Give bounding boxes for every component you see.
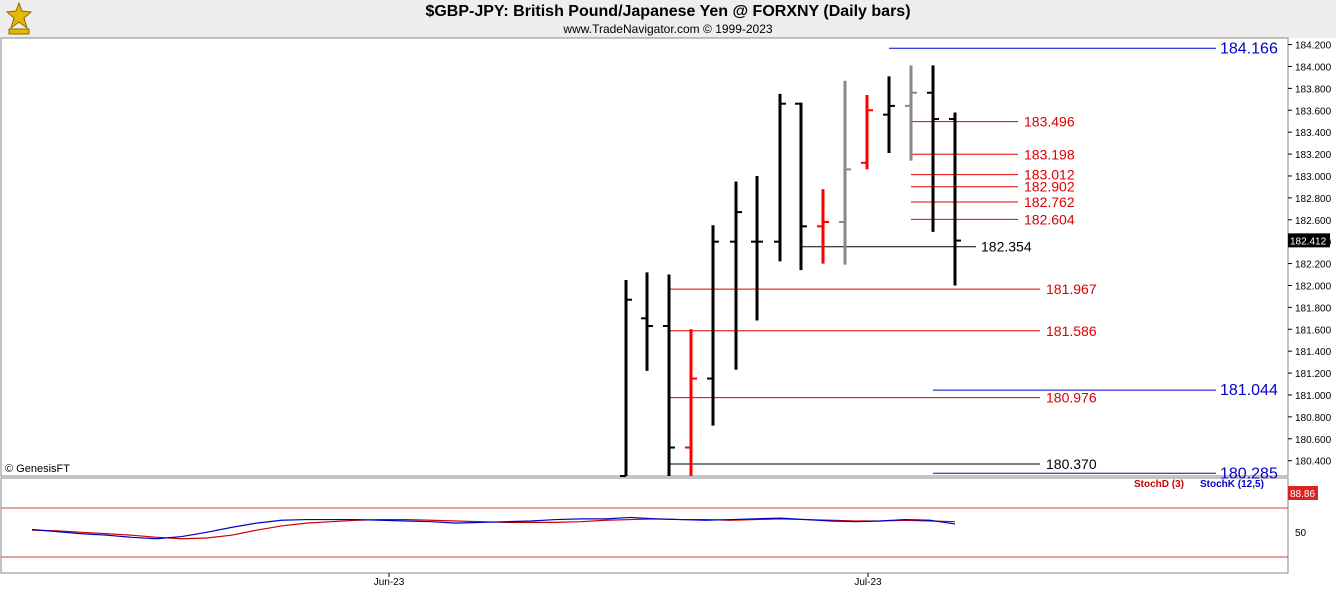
level-label: 182.604 <box>1024 211 1075 227</box>
ohlc-bar <box>685 329 697 476</box>
y-tick-label: 183.200 <box>1295 150 1332 161</box>
level-label: 182.902 <box>1024 179 1075 195</box>
legend-stochd: StochD (3) <box>1134 479 1184 490</box>
y-tick-label: 181.200 <box>1295 369 1332 380</box>
y-tick-label: 182.600 <box>1295 216 1332 227</box>
ohlc-bar <box>707 225 719 426</box>
level-label: 183.496 <box>1024 114 1075 130</box>
y-tick-label: 181.600 <box>1295 325 1332 336</box>
y-tick-label: 180.800 <box>1295 413 1332 424</box>
level-label: 180.976 <box>1046 390 1097 406</box>
level-label: 180.285 <box>1220 465 1278 482</box>
y-tick-label: 181.800 <box>1295 303 1332 314</box>
ohlc-bar <box>730 181 742 370</box>
ohlc-bar <box>817 189 829 264</box>
ohlc-bar <box>927 65 939 232</box>
ohlc-bar <box>641 272 653 371</box>
y-tick-label: 184.200 <box>1295 41 1332 52</box>
ohlc-bar <box>774 93 786 262</box>
y-tick-label: 183.000 <box>1295 172 1332 183</box>
plot-frame <box>0 37 1289 574</box>
y-tick-label: 181.000 <box>1295 391 1332 402</box>
indicator-tick-label: 50 <box>1295 528 1307 539</box>
level-label: 182.762 <box>1024 194 1075 210</box>
ohlc-bar <box>663 274 675 476</box>
indicator-panel-border <box>0 477 1289 574</box>
y-tick-label: 181.400 <box>1295 347 1332 358</box>
y-tick-label: 182.000 <box>1295 281 1332 292</box>
level-label: 183.198 <box>1024 146 1075 162</box>
indicator-last-box <box>1288 486 1318 500</box>
ohlc-bar <box>620 279 632 477</box>
level-lines: 184.166 183.496 183.198 183.012182.902182.7… <box>669 40 1278 482</box>
y-tick-label: 183.600 <box>1295 106 1332 117</box>
ohlc-bar <box>839 80 851 265</box>
y-tick-label: 182.800 <box>1295 194 1332 205</box>
level-label: 180.370 <box>1046 456 1097 472</box>
ohlc-bar <box>751 175 763 321</box>
price-panel-border <box>0 37 1289 477</box>
y-tick-label: 180.600 <box>1295 435 1332 446</box>
last-price-label: 182.412 <box>1290 236 1327 247</box>
y-tick-label: 184.000 <box>1295 62 1332 73</box>
x-tick-label: Jun-23 <box>374 577 405 588</box>
level-label: 184.166 <box>1220 40 1278 57</box>
logo-icon <box>5 2 33 35</box>
chart-subtitle: www.TradeNavigator.com © 1999-2023 <box>563 22 773 36</box>
y-tick-label: 182.200 <box>1295 260 1332 271</box>
stochastic-panel: 50 StochD (3) StochK (12,5) 88.86 <box>1 479 1318 558</box>
price-bars <box>620 65 961 477</box>
legend-stochk: StochK (12,5) <box>1200 479 1264 490</box>
last-price-box <box>1288 233 1330 248</box>
level-label: 181.967 <box>1046 281 1097 297</box>
y-tick-label: 180.400 <box>1295 457 1332 468</box>
price-axis: 180.400 180.600 180.800 181.000 181.200 181.4… <box>1288 41 1332 468</box>
chart-title: $GBP-JPY: British Pound/Japanese Yen @ F… <box>425 3 911 20</box>
y-tick-label: 183.400 <box>1295 128 1332 139</box>
indicator-last-label: 88.86 <box>1290 489 1315 500</box>
level-label: 181.586 <box>1046 323 1097 339</box>
copyright-label: © GenesisFT <box>5 463 70 475</box>
level-label: 183.012 <box>1024 167 1075 183</box>
x-tick-label: Jul-23 <box>854 577 882 588</box>
ohlc-bar <box>883 76 895 153</box>
level-label: 181.044 <box>1220 382 1278 399</box>
ohlc-bar <box>795 102 807 271</box>
chart-header: $GBP-JPY: British Pound/Japanese Yen @ F… <box>0 0 1336 38</box>
ohlc-bar <box>861 94 873 170</box>
y-tick-label: 183.800 <box>1295 84 1332 95</box>
stochk-line <box>31 516 956 540</box>
level-label: 182.354 <box>981 239 1032 255</box>
ohlc-bar <box>949 112 961 286</box>
time-axis: Jun-23 Jul-23 <box>374 573 882 588</box>
ohlc-bar <box>905 65 917 161</box>
